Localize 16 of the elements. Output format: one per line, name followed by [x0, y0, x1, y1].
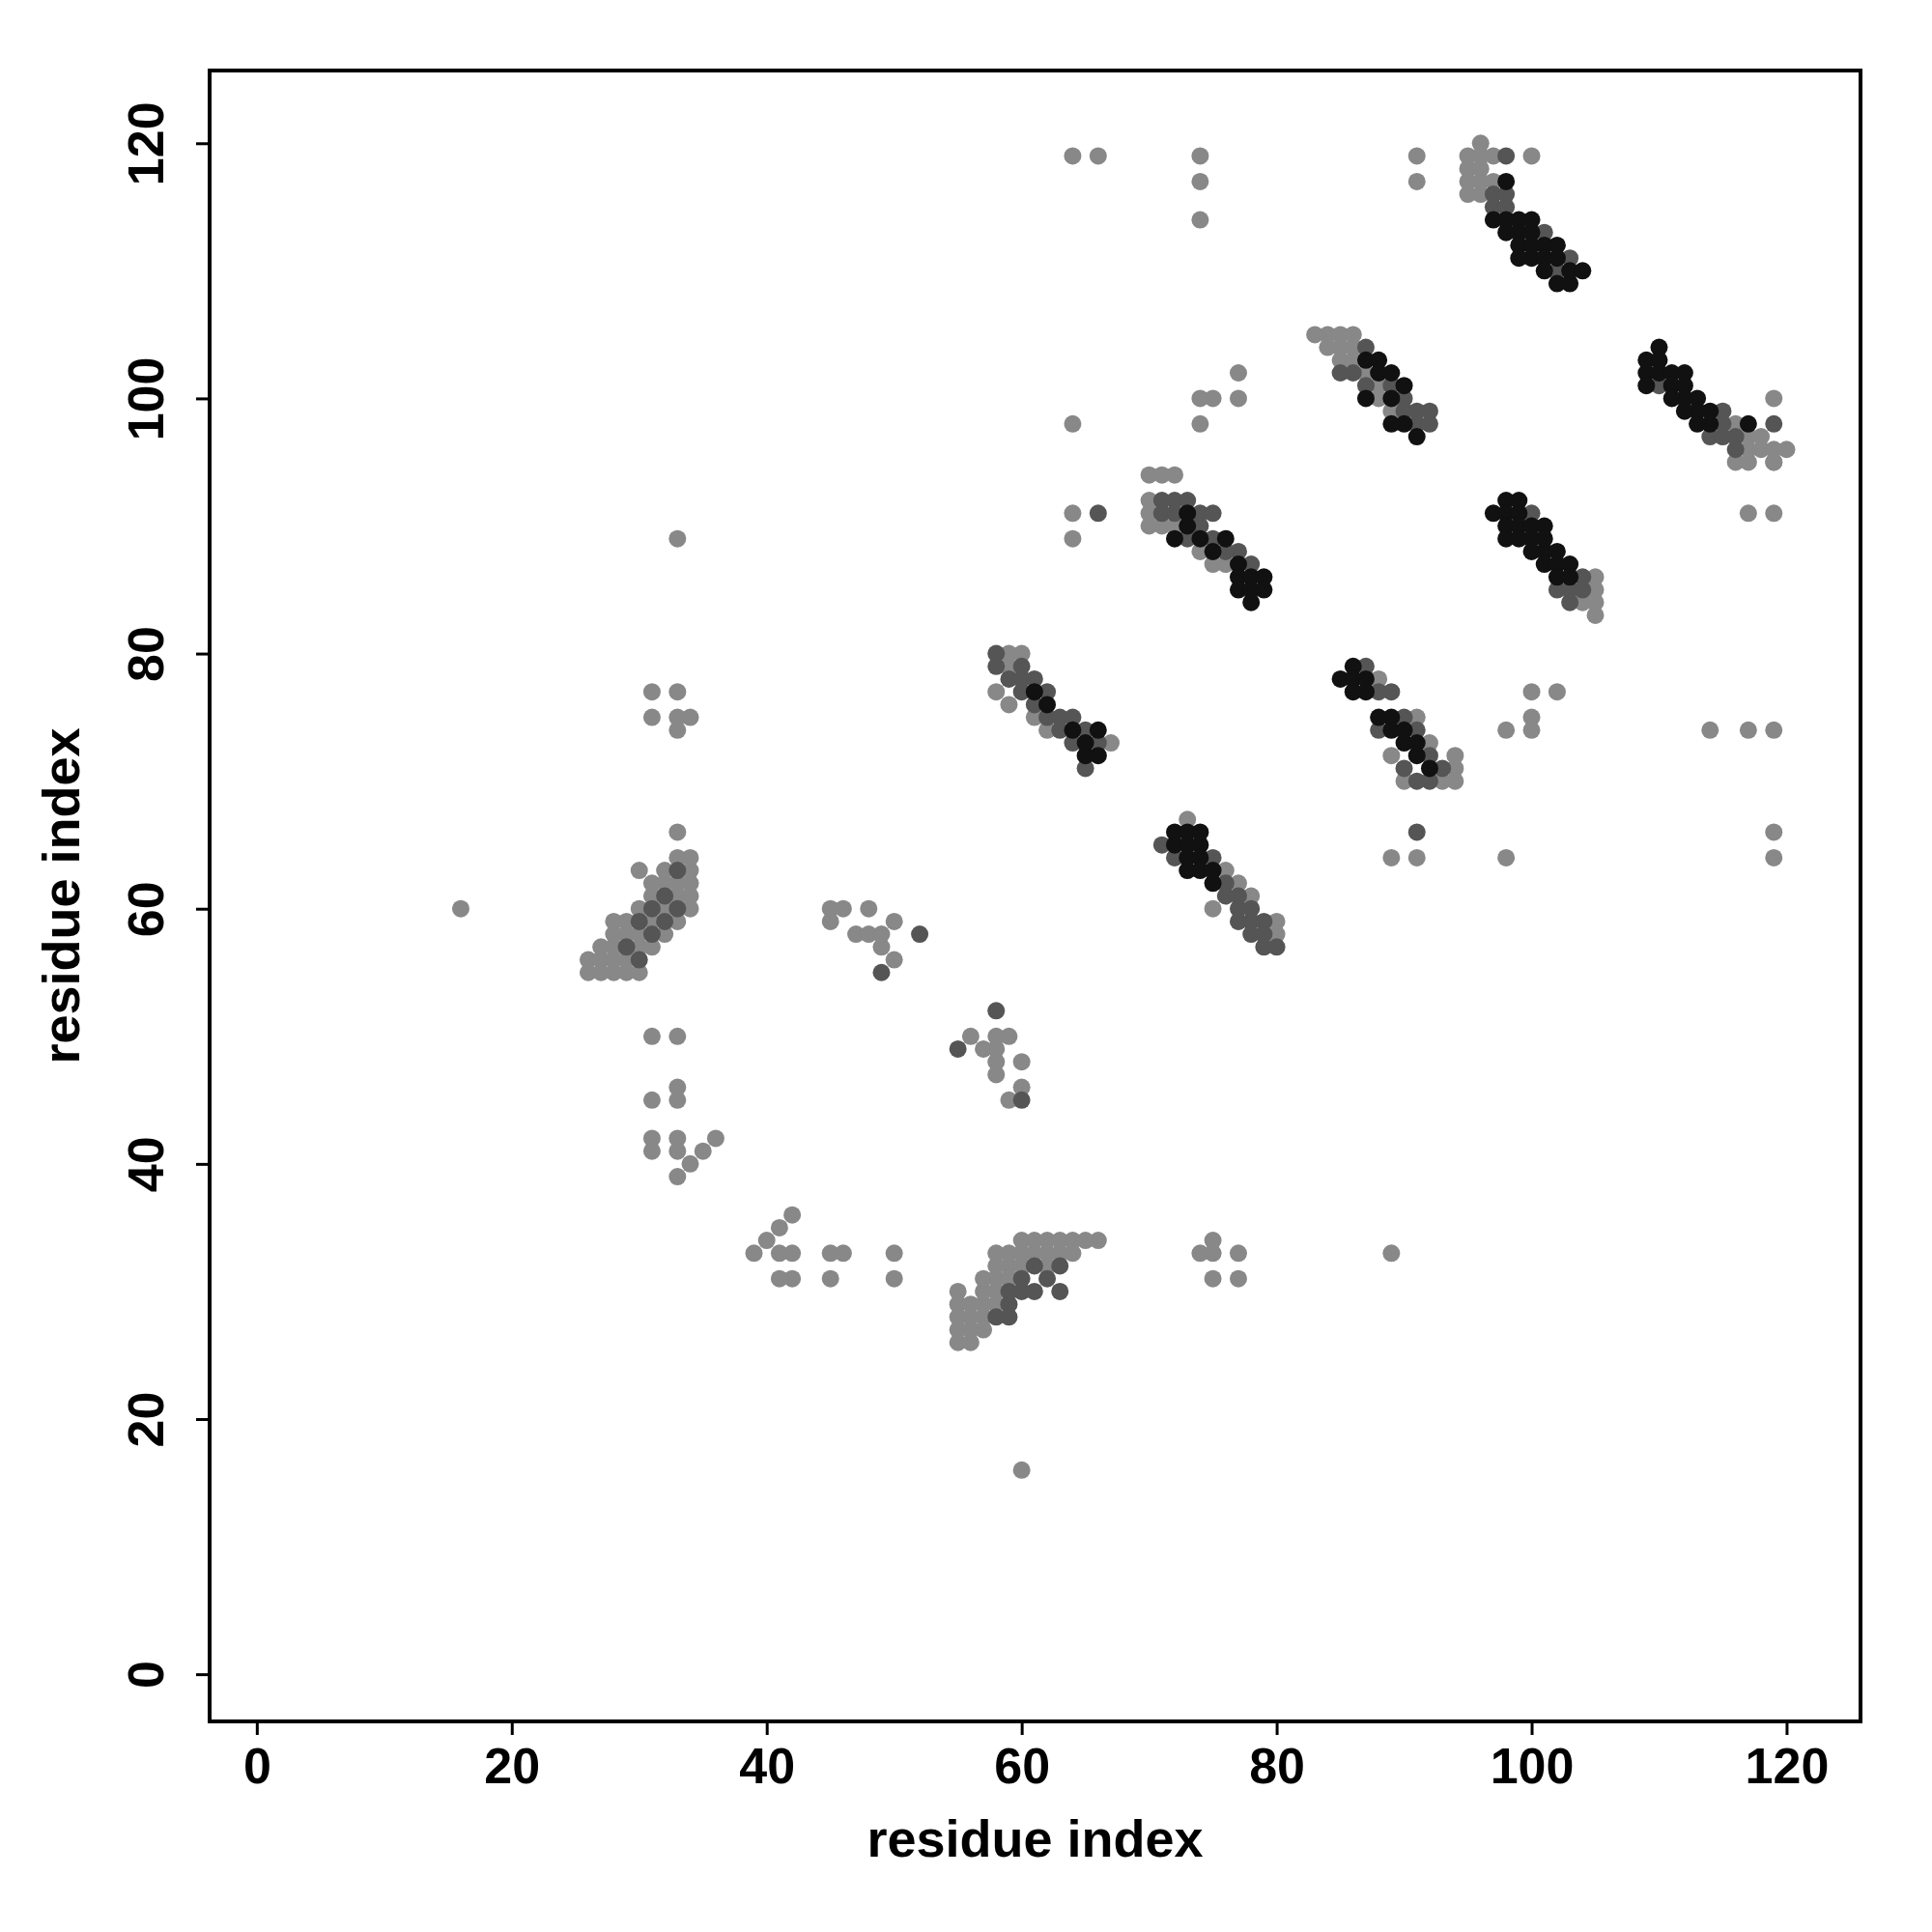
y-tick-label: 120	[118, 101, 174, 186]
x-tick-label: 40	[739, 1737, 796, 1794]
x-tick-label: 80	[1249, 1737, 1305, 1794]
y-tick-label: 100	[118, 356, 174, 441]
y-tick-label: 80	[118, 626, 174, 682]
y-axis-title: residue index	[32, 727, 90, 1065]
x-tick-label: 0	[242, 1737, 271, 1794]
y-tick-label: 40	[118, 1136, 174, 1193]
x-tick-label: 120	[1745, 1737, 1830, 1794]
x-axis-title: residue index	[867, 1809, 1204, 1867]
y-tick-label: 0	[118, 1661, 174, 1690]
y-tick-label: 60	[118, 881, 174, 938]
x-tick-label: 60	[994, 1737, 1051, 1794]
x-tick-label: 100	[1490, 1737, 1575, 1794]
x-tick-label: 20	[484, 1737, 541, 1794]
y-tick-label: 20	[118, 1391, 174, 1448]
